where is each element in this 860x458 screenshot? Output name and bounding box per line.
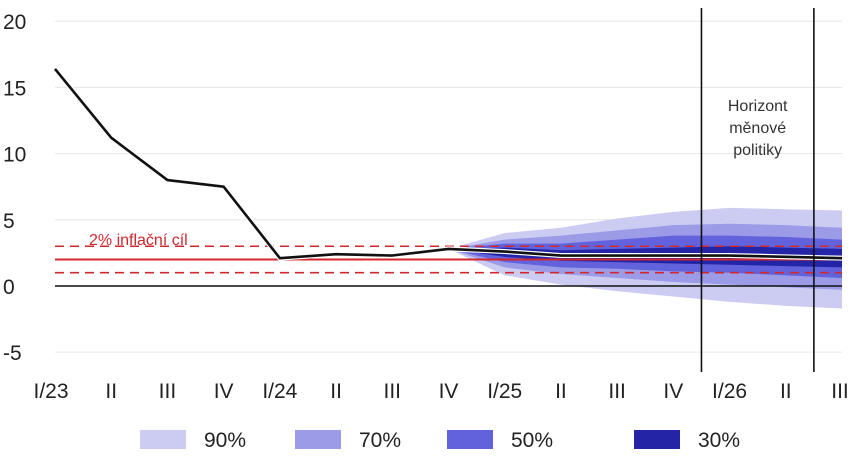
legend-swatch-30pct <box>634 430 680 449</box>
annotations: Horizont měnové politiky 2% inflační cíl <box>89 98 788 249</box>
x-axis-ticks: I/23 II III IV I/24 II III IV I/25 II III IV I/26 II I… <box>33 380 848 403</box>
x-tick-label: I/25 <box>487 380 522 403</box>
legend-swatch-90pct <box>140 430 186 449</box>
x-tick-label: IV <box>439 380 459 403</box>
y-tick-label: 15 <box>3 77 26 100</box>
data-series <box>53 67 843 261</box>
policy-horizon-lines <box>700 8 815 372</box>
x-tick-label: I/23 <box>33 380 68 403</box>
y-tick-label: 5 <box>3 210 15 233</box>
x-tick-label: III <box>159 380 177 403</box>
legend-label: 30% <box>698 429 740 452</box>
legend: 90% 70% 50% 30% <box>140 429 740 452</box>
legend-swatch-70pct <box>295 430 341 449</box>
gridlines <box>55 20 842 353</box>
y-tick-label: 20 <box>3 11 26 34</box>
inflation-target-label: 2% inflační cíl <box>89 232 188 249</box>
x-tick-label: III <box>831 380 849 403</box>
legend-label: 90% <box>204 429 246 452</box>
x-tick-label: IV <box>663 380 683 403</box>
y-tick-label: -5 <box>3 342 22 365</box>
x-tick-label: II <box>105 380 117 403</box>
policy-horizon-label: Horizont <box>728 98 788 115</box>
legend-label: 70% <box>359 429 401 452</box>
x-tick-label: I/24 <box>262 380 297 403</box>
y-axis-ticks: -5 0 5 10 15 20 <box>3 11 26 365</box>
x-tick-label: IV <box>214 380 234 403</box>
reference-lines <box>55 245 842 287</box>
x-tick-label: III <box>608 380 626 403</box>
x-tick-label: II <box>555 380 567 403</box>
x-tick-label: II <box>330 380 342 403</box>
x-tick-label: III <box>384 380 402 403</box>
policy-horizon-label: měnové <box>729 120 786 137</box>
x-tick-label: II <box>780 380 792 403</box>
legend-swatch-50pct <box>447 430 493 449</box>
y-tick-label: 0 <box>3 276 15 299</box>
x-tick-label: I/26 <box>712 380 747 403</box>
legend-label: 50% <box>511 429 553 452</box>
policy-horizon-label: politiky <box>733 142 782 159</box>
y-tick-label: 10 <box>3 144 26 167</box>
